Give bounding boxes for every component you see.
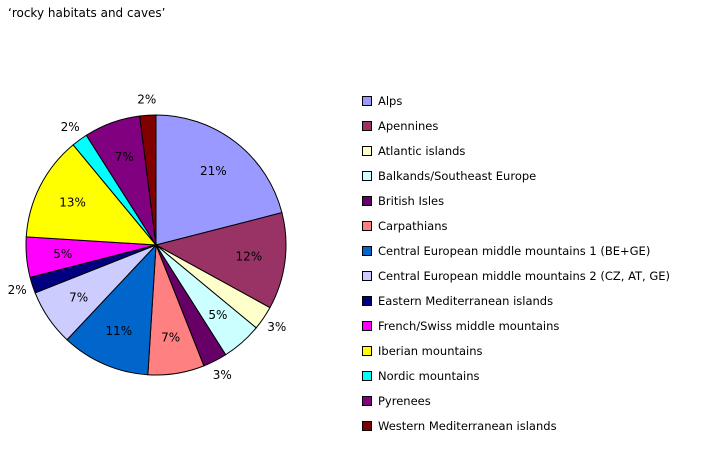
data-label-iberian-mountains: 13%: [59, 196, 86, 210]
legend-item: French/Swiss middle mountains: [362, 313, 697, 338]
pie-slice-iberian-mountains: [25, 144, 158, 246]
legend-item: Carpathians: [362, 213, 697, 238]
pie-data-labels: 21% 12% 3% 5% 3% 7% 11% 7% 2% 5% 13% 2% 7% 2%: [8, 92, 287, 382]
legend-label: Alps: [378, 93, 403, 108]
data-label-apennines: 12%: [236, 250, 263, 264]
pie-slice-alps: [155, 114, 283, 246]
legend-swatch: [362, 220, 372, 231]
legend-item: British Isles: [362, 188, 697, 213]
data-label-nordic-mountains: 2%: [61, 120, 80, 134]
legend-swatch: [362, 420, 372, 431]
data-label-balkands-southeast-europe: 5%: [208, 308, 227, 322]
legend-label: Atlantic islands: [378, 143, 466, 158]
data-label-british-isles: 3%: [213, 368, 232, 382]
legend-item: Western Mediterranean islands: [362, 413, 697, 438]
data-label-carpathians: 7%: [161, 330, 180, 344]
legend-label: Pyrenees: [378, 393, 431, 408]
legend-label: British Isles: [378, 193, 445, 208]
pie-slices: [25, 114, 287, 376]
legend-item: Alps: [362, 88, 697, 113]
legend-swatch: [362, 195, 372, 206]
chart-title: ‘rocky habitats and caves’: [8, 6, 166, 20]
data-label-central-european-middle-mountains-2-cz-at-ge: 7%: [69, 291, 88, 305]
legend-item: Iberian mountains: [362, 338, 697, 363]
legend-swatch: [362, 295, 372, 306]
legend-item: Pyrenees: [362, 388, 697, 413]
legend-swatch: [362, 320, 372, 331]
data-label-pyrenees: 7%: [115, 150, 134, 164]
legend-item: Nordic mountains: [362, 363, 697, 388]
legend-label: Western Mediterranean islands: [378, 418, 557, 433]
legend-swatch: [362, 95, 372, 106]
legend-swatch: [362, 120, 372, 131]
legend-label: Nordic mountains: [378, 368, 480, 383]
legend-swatch: [362, 270, 372, 281]
legend-item: Atlantic islands: [362, 138, 697, 163]
legend-swatch: [362, 145, 372, 156]
legend-swatch: [362, 345, 372, 356]
data-label-french-swiss-middle-mountains: 5%: [53, 247, 72, 261]
data-label-western-mediterranean-islands: 2%: [137, 92, 156, 106]
legend-item: Central European middle mountains 2 (CZ,…: [362, 263, 697, 288]
pie-slice-western-mediterranean-islands: [139, 114, 157, 246]
legend-label: French/Swiss middle mountains: [378, 318, 560, 333]
legend-swatch: [362, 245, 372, 256]
legend-label: Eastern Mediterranean islands: [378, 293, 554, 308]
data-label-central-european-middle-mountains-1-be-ge: 11%: [105, 324, 132, 338]
pie-slice-central-european-middle-mountains-1-be-ge: [66, 243, 157, 376]
legend-item: Central European middle mountains 1 (BE+…: [362, 238, 697, 263]
pie-slice-apennines: [154, 212, 287, 309]
legend-swatch: [362, 170, 372, 181]
legend-label: Central European middle mountains 1 (BE+…: [378, 243, 651, 258]
legend-label: Apennines: [378, 118, 439, 133]
legend-label: Iberian mountains: [378, 343, 483, 358]
data-label-eastern-mediterranean-islands: 2%: [8, 283, 27, 297]
legend-label: Balkands/Southeast Europe: [378, 168, 537, 183]
legend-swatch: [362, 370, 372, 381]
data-label-atlantic-islands: 3%: [267, 320, 286, 334]
legend-item: Apennines: [362, 113, 697, 138]
legend-label: Central European middle mountains 2 (CZ,…: [378, 268, 671, 283]
legend-item: Eastern Mediterranean islands: [362, 288, 697, 313]
legend-item: Balkands/Southeast Europe: [362, 163, 697, 188]
legend-label: Carpathians: [378, 218, 448, 233]
data-label-alps: 21%: [200, 164, 227, 178]
legend-swatch: [362, 395, 372, 406]
legend: Alps Apennines Atlantic islands Balkands/So…: [362, 88, 697, 438]
